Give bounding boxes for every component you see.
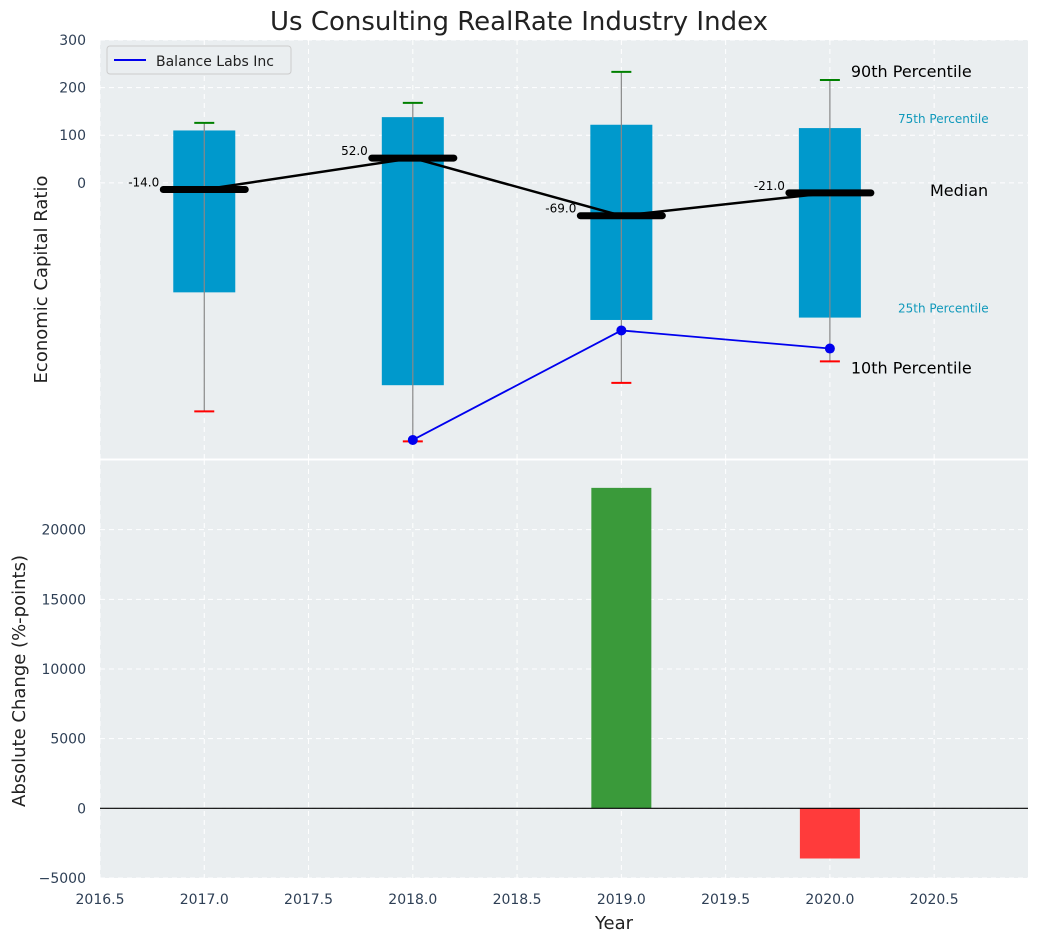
bottom-y-tick-label: 20000 (41, 523, 86, 539)
top-y-tick-label: 200 (59, 81, 86, 97)
median-value-label: -21.0 (754, 179, 785, 193)
top-panel-background (100, 40, 1028, 459)
median-value-label: -69.0 (545, 202, 576, 216)
bottom-y-axis-label: Absolute Change (%-points) (9, 555, 30, 807)
legend-label-balance-labs: Balance Labs Inc (156, 54, 274, 70)
x-tick-label: 2016.5 (76, 892, 125, 908)
top-y-tick-label: 300 (59, 33, 86, 49)
annotation-median: Median (930, 181, 988, 200)
change-bar (799, 808, 860, 859)
chart-title: Us Consulting RealRate Industry Index (270, 7, 768, 37)
top-y-axis-label: Economic Capital Ratio (31, 176, 52, 384)
median-value-label: 52.0 (341, 144, 368, 158)
bottom-y-tick-label: 0 (77, 801, 86, 817)
x-tick-label: 2018.5 (493, 892, 542, 908)
bottom-y-tick-label: −5000 (39, 871, 86, 887)
legend-box (106, 45, 292, 75)
x-tick-label: 2017.0 (180, 892, 229, 908)
median-trend-line (204, 156, 831, 217)
series-point-balance-labs (407, 434, 418, 445)
top-y-tick-label: 0 (77, 176, 86, 192)
annotation-p25: 25th Percentile (898, 302, 989, 316)
series-point-balance-labs (616, 325, 627, 336)
annotation-p75: 75th Percentile (898, 112, 989, 126)
x-tick-label: 2017.5 (284, 892, 333, 908)
bottom-y-tick-label: 10000 (41, 662, 86, 678)
top-y-tick-label: 100 (59, 128, 86, 144)
x-tick-label: 2018.0 (388, 892, 437, 908)
change-bar (591, 487, 652, 809)
x-tick-label: 2020.0 (805, 892, 854, 908)
median-value-label: -14.0 (128, 176, 159, 190)
bottom-y-tick-label: 5000 (50, 732, 86, 748)
x-tick-label: 2019.0 (597, 892, 646, 908)
series-point-balance-labs (824, 343, 835, 354)
annotation-p10: 10th Percentile (851, 358, 972, 377)
x-tick-label: 2020.5 (910, 892, 959, 908)
bottom-y-tick-label: 15000 (41, 592, 86, 608)
x-tick-label: 2019.5 (701, 892, 750, 908)
annotation-p90: 90th Percentile (851, 62, 972, 81)
x-axis-label: Year (594, 913, 634, 934)
